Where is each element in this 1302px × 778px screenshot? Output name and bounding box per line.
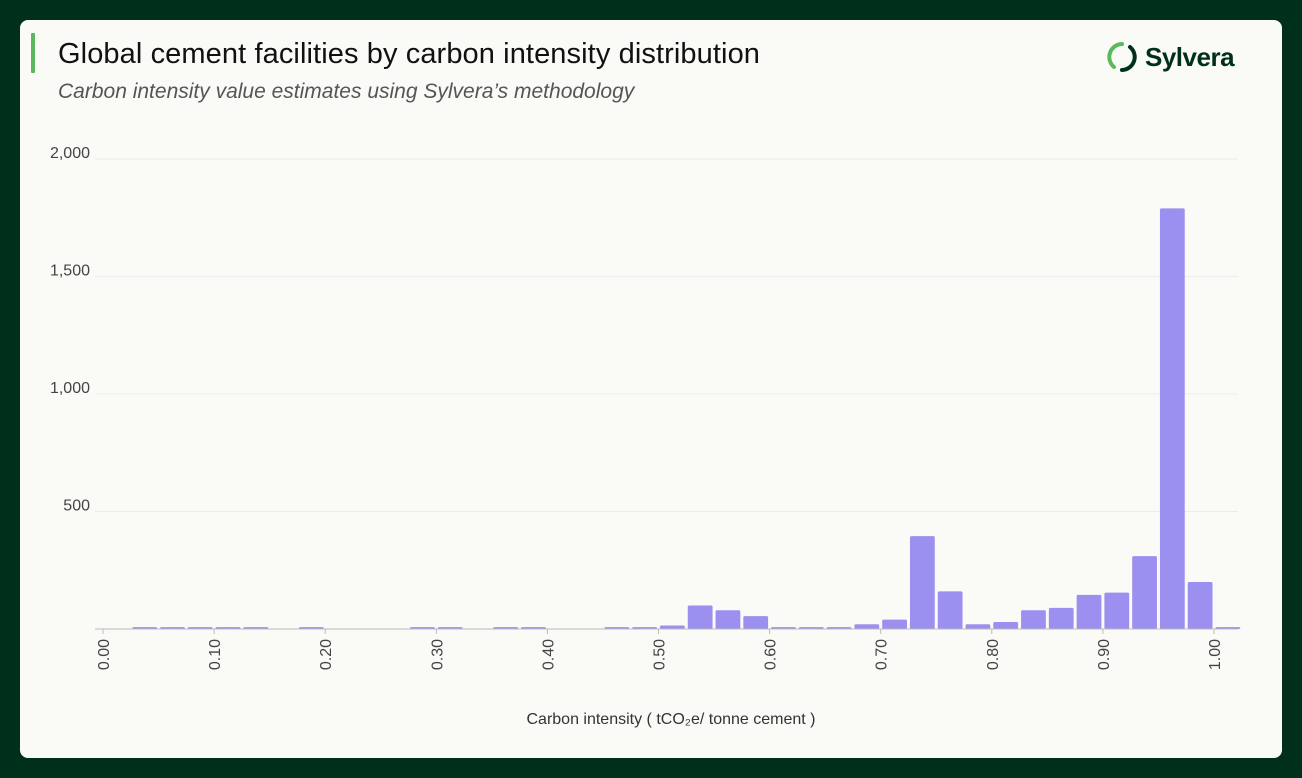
sylvera-logo-icon: [1107, 42, 1137, 72]
x-tick-label: 0.60: [763, 639, 780, 670]
histogram-bar: [854, 624, 880, 629]
title-accent-bar: [31, 33, 35, 73]
y-tick-label: 1,500: [50, 263, 90, 280]
histogram-bar: [1187, 582, 1213, 629]
histogram-bar: [1076, 594, 1102, 629]
x-tick-label: 0.40: [540, 639, 557, 670]
histogram-bar: [660, 625, 685, 629]
histogram-bar: [937, 591, 963, 629]
histogram-bar: [1048, 607, 1074, 629]
y-tick-label: 1,000: [50, 380, 90, 397]
chart-subtitle: Carbon intensity value estimates using S…: [58, 80, 635, 103]
histogram-bar: [715, 610, 741, 629]
x-tick-label: 0.50: [652, 639, 669, 670]
x-tick-label: 0.10: [207, 639, 224, 670]
logo-text: Sylvera: [1145, 41, 1235, 72]
x-axis-ticks: 0.00 0.10 0.20 0.30 0.40 0.50 0.60 0.70 0.80 0.90…: [96, 629, 1224, 670]
x-tick-label: 0.20: [318, 639, 335, 670]
x-tick-label: 0.90: [1096, 639, 1113, 670]
y-tick-label: 2,000: [50, 145, 90, 162]
histogram-bar: [993, 621, 1019, 629]
histogram-bar: [882, 619, 907, 629]
histogram-bar: [1159, 208, 1185, 629]
chart-title: Global cement facilities by carbon inten…: [58, 38, 761, 70]
histogram-bar: [1104, 592, 1130, 629]
grid-lines: [95, 158, 1238, 512]
x-tick-label: 0.30: [429, 639, 446, 670]
histogram-bar: [909, 536, 935, 629]
bars-group: [132, 208, 1241, 629]
histogram-bar: [965, 624, 991, 629]
x-tick-label: 0.70: [874, 639, 891, 670]
chart-card: [20, 20, 1282, 758]
histogram-bar: [743, 616, 769, 629]
x-axis-label: Carbon intensity ( tCO₂e/ tonne cement ): [526, 711, 815, 728]
y-tick-label: 500: [63, 498, 90, 515]
histogram-bar: [1021, 610, 1046, 629]
histogram-bar: [1132, 556, 1157, 629]
x-tick-label: 0.00: [96, 639, 113, 670]
x-tick-label: 0.80: [985, 639, 1002, 670]
histogram-bar: [687, 605, 713, 629]
y-axis-ticks: 500 1,000 1,500 2,000: [50, 145, 90, 515]
sylvera-logo: Sylvera: [1105, 40, 1235, 74]
x-tick-label: 1.00: [1207, 639, 1224, 670]
